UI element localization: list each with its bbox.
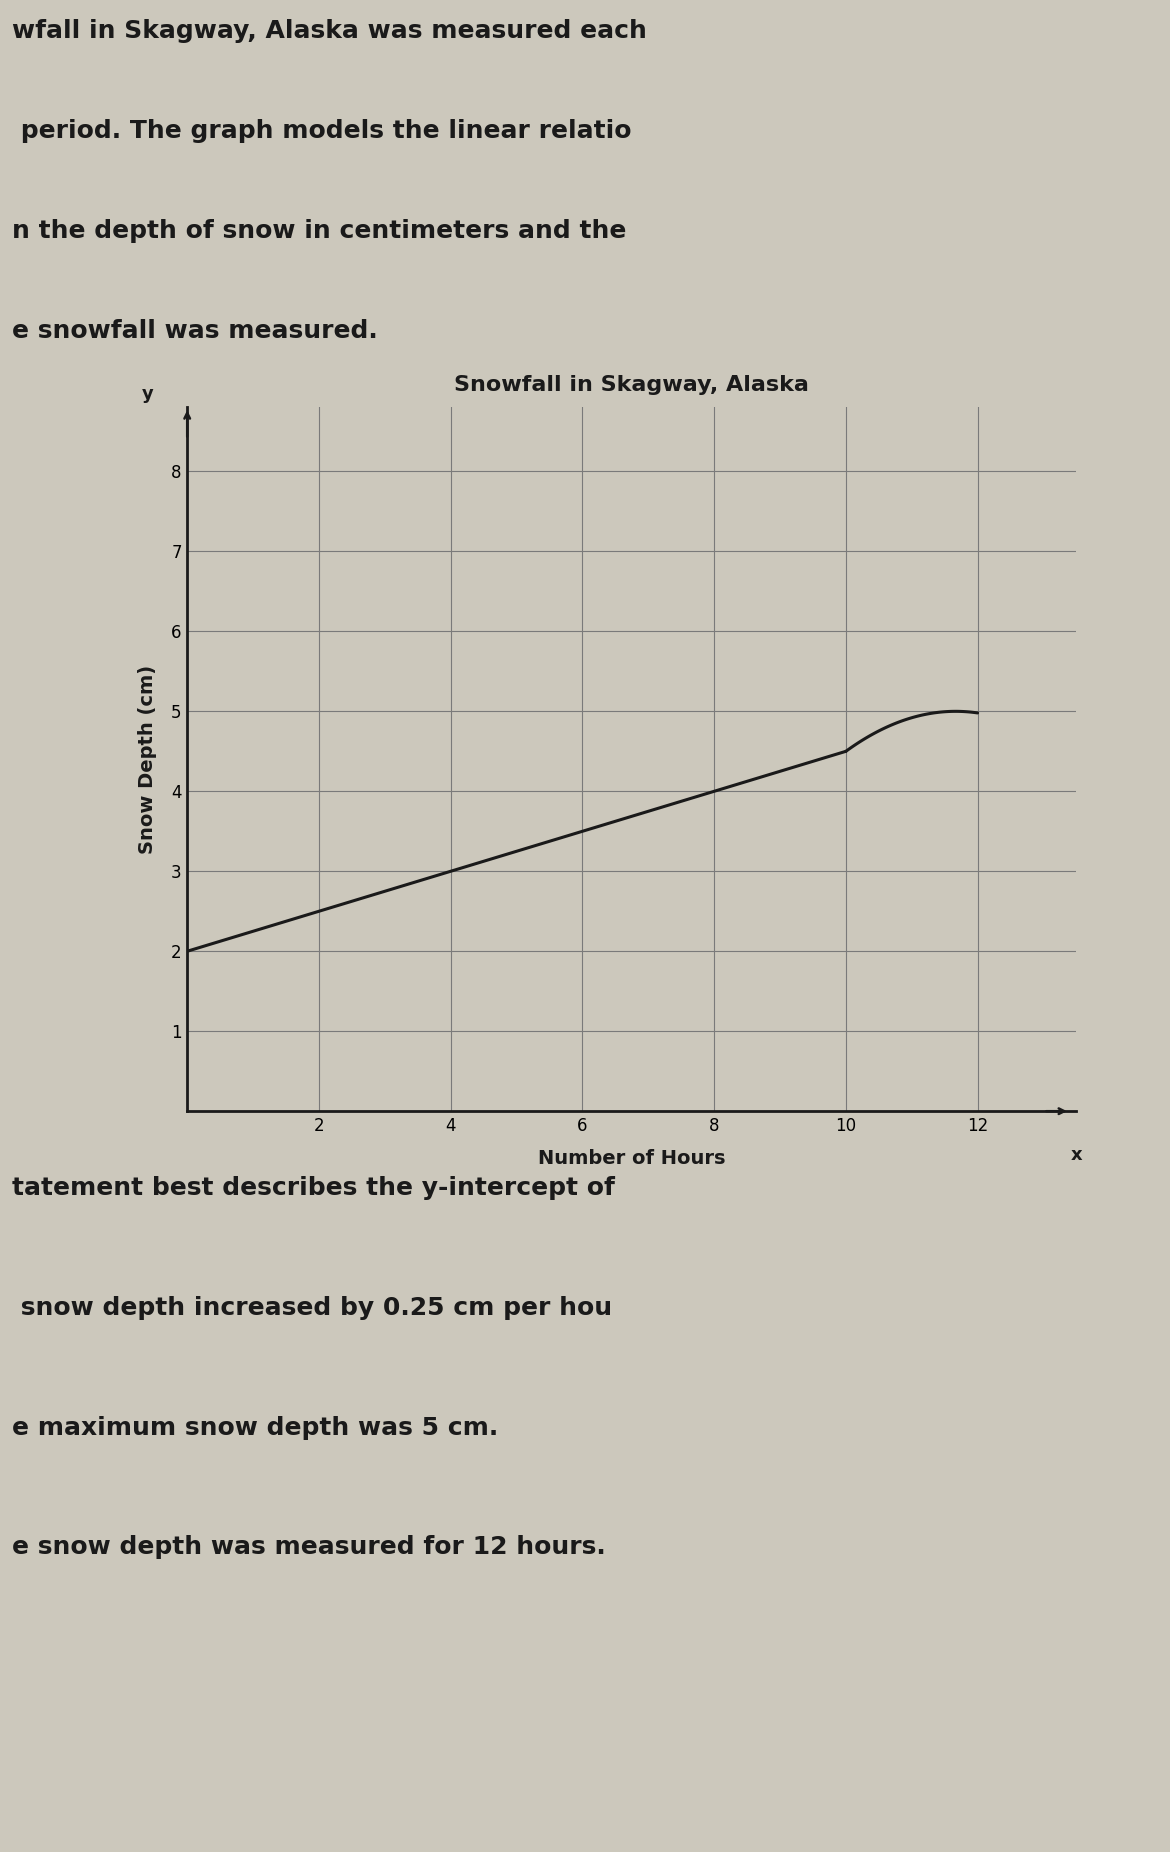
Text: x: x	[1071, 1146, 1082, 1165]
X-axis label: Number of Hours: Number of Hours	[538, 1148, 725, 1167]
Text: e snow depth was measured for 12 hours.: e snow depth was measured for 12 hours.	[12, 1535, 605, 1559]
Title: Snowfall in Skagway, Alaska: Snowfall in Skagway, Alaska	[454, 374, 810, 394]
Text: e snowfall was measured.: e snowfall was measured.	[12, 319, 378, 343]
Text: snow depth increased by 0.25 cm per hou: snow depth increased by 0.25 cm per hou	[12, 1296, 612, 1320]
Y-axis label: Snow Depth (cm): Snow Depth (cm)	[138, 665, 157, 854]
Text: y: y	[142, 385, 153, 404]
Text: n the depth of snow in centimeters and the: n the depth of snow in centimeters and t…	[12, 219, 626, 243]
Text: tatement best describes the y-intercept of: tatement best describes the y-intercept …	[12, 1176, 614, 1200]
Text: period. The graph models the linear relatio: period. The graph models the linear rela…	[12, 119, 631, 143]
Text: e maximum snow depth was 5 cm.: e maximum snow depth was 5 cm.	[12, 1415, 498, 1439]
Text: wfall in Skagway, Alaska was measured each: wfall in Skagway, Alaska was measured ea…	[12, 19, 647, 43]
